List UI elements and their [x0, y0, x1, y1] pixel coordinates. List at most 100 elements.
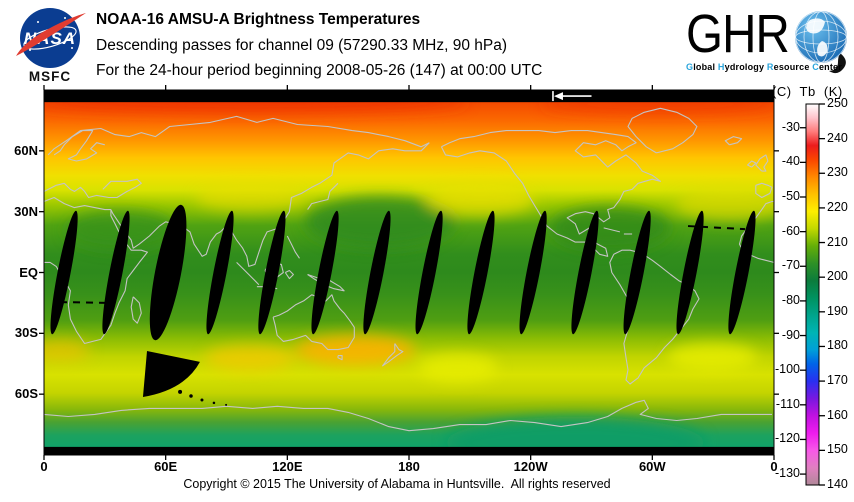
swath-gap — [149, 204, 187, 341]
celsius-tick-label: -40 — [781, 154, 800, 169]
swath-gap — [102, 210, 130, 335]
kelvin-tick-label: 210 — [827, 234, 848, 249]
lat-tick-label: EQ — [19, 264, 38, 280]
swath-gap — [571, 210, 599, 335]
lon-tick-label: 180 — [398, 459, 420, 474]
tagline-initial: H — [717, 62, 725, 72]
dashed-scan-line — [60, 301, 112, 304]
lat-tick-label: 30N — [14, 203, 38, 219]
nasa-logo-icon: NASA — [16, 8, 86, 68]
kelvin-tick-label: 190 — [827, 303, 848, 318]
coastline-cuba — [603, 227, 621, 233]
kelvin-tick-label: 150 — [827, 442, 848, 457]
swath-gap — [311, 210, 339, 335]
colorbar-header: (C) Tb (K) — [772, 84, 843, 99]
page-period: For the 24-hour period beginning 2008-05… — [96, 62, 543, 79]
north-polar-gap — [44, 90, 774, 103]
coastline-greenland — [627, 107, 698, 154]
lat-tick-label: 60N — [14, 142, 38, 158]
coastline-madagascar — [130, 296, 142, 324]
lat-tick-label: 30S — [14, 325, 38, 341]
swath-gap — [363, 210, 391, 335]
coastline-eurasia-north — [47, 115, 430, 156]
fan-data-gap — [142, 350, 200, 398]
tagline-initial: C — [812, 62, 819, 72]
lon-tick-label: 0 — [40, 459, 48, 474]
kelvin-tick-label: 240 — [827, 130, 848, 145]
coastline-new-zealand — [382, 343, 404, 367]
swath-gap — [50, 210, 78, 335]
celsius-tick-label: -130 — [774, 466, 800, 481]
coastline-tasmania — [337, 355, 343, 361]
coastline-ireland — [747, 160, 757, 168]
lon-tick-label: 120W — [513, 459, 548, 474]
coastline-europe-south — [44, 178, 142, 199]
celsius-tick-label: -90 — [781, 327, 800, 342]
kelvin-tick-label: 200 — [827, 269, 848, 284]
pass-start-arrow-icon — [552, 91, 592, 102]
swath-gap — [676, 210, 704, 335]
coastline-japan — [307, 182, 339, 210]
orbit-gap-swaths — [50, 204, 756, 341]
lat-tick-label: 60S — [14, 386, 38, 402]
celsius-tick-label: -70 — [781, 258, 800, 273]
swath-gap — [728, 210, 756, 335]
gap-dot — [178, 389, 183, 394]
celsius-tick-label: -60 — [781, 223, 800, 238]
page-subtitle: Descending passes for channel 09 (57290.… — [96, 37, 507, 54]
swath-gap — [623, 210, 651, 335]
coastline-scandinavia — [53, 130, 105, 162]
kelvin-tick-label: 170 — [827, 373, 848, 388]
lon-tick-label: 0 — [770, 459, 778, 474]
gap-dot — [200, 398, 204, 402]
lon-tick-label: 60W — [638, 459, 666, 474]
celsius-tick-label: -100 — [774, 362, 800, 377]
gap-dot — [189, 394, 193, 398]
page-title: NOAA-16 AMSU-A Brightness Temperatures — [96, 11, 421, 28]
coastline-antarctica — [44, 399, 772, 432]
celsius-tick-label: -50 — [781, 188, 800, 203]
coastline-britain — [755, 154, 769, 172]
coastline-asia-east-south — [110, 142, 430, 267]
gap-dot — [212, 401, 216, 405]
map-area — [44, 90, 774, 455]
ghrc-tagline: Global Hydrology Resource Center — [686, 62, 842, 72]
swath-gap — [415, 210, 443, 335]
gap-dot — [225, 403, 228, 406]
celsius-tick-label: -30 — [781, 119, 800, 134]
kelvin-tick-label: 140 — [827, 477, 848, 491]
celsius-tick-label: -120 — [774, 431, 800, 446]
lon-tick-label: 60E — [154, 459, 178, 474]
ghrc-globe-icon — [795, 11, 847, 74]
swath-gap — [258, 210, 286, 335]
swath-gap — [206, 210, 234, 335]
coastline-australia — [272, 294, 355, 351]
ghrc-wordmark: GHR — [686, 4, 790, 64]
dashed-scan-line — [687, 225, 746, 231]
south-polar-gap — [44, 446, 774, 455]
kelvin-tick-label: 250 — [827, 96, 848, 110]
tagline-initial: G — [686, 62, 694, 72]
coastline-iceland — [724, 136, 743, 146]
kelvin-tick-label: 160 — [827, 407, 848, 422]
copyright-text: Copyright © 2015 The University of Alaba… — [183, 477, 611, 491]
swath-gap — [467, 210, 495, 335]
coastline-sulawesi — [284, 269, 294, 280]
tagline-initial: R — [766, 62, 774, 72]
colorbar — [805, 103, 820, 486]
lon-tick-label: 120E — [272, 459, 303, 474]
kelvin-tick-label: 230 — [827, 165, 848, 180]
coastline-sumatra — [236, 262, 260, 286]
kelvin-tick-label: 220 — [827, 199, 848, 214]
celsius-tick-label: -110 — [775, 396, 800, 411]
kelvin-tick-label: 180 — [827, 338, 848, 353]
axis-ticks — [39, 85, 825, 486]
msfc-label: MSFC — [28, 69, 72, 84]
coastline-philippines — [286, 235, 300, 259]
coastline-africa-north-coast — [44, 196, 111, 211]
coastline-iberia — [755, 182, 773, 199]
swath-gap — [519, 210, 547, 335]
